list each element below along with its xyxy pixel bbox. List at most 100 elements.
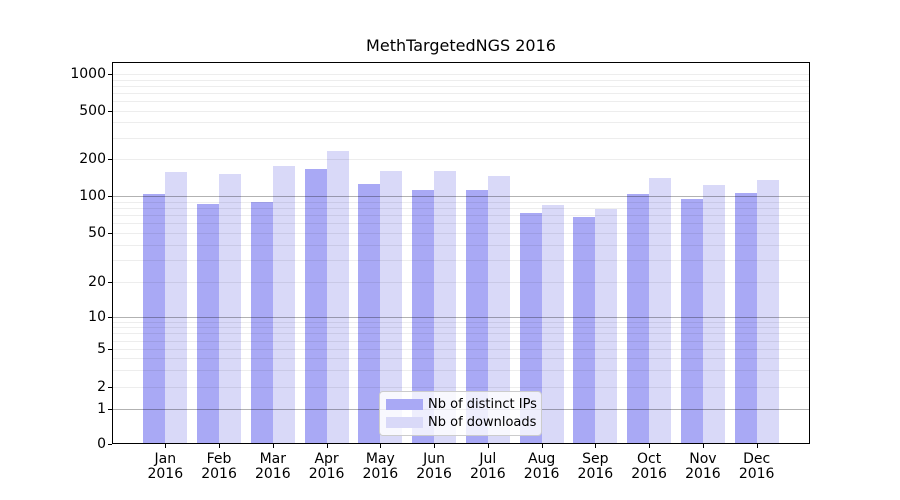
grid-line-minor — [112, 92, 810, 94]
x-axis-tick-mark — [541, 444, 543, 448]
x-axis-tick-label: Jun 2016 — [402, 452, 466, 482]
grid-line-minor — [112, 260, 810, 262]
grid-line-minor — [112, 159, 810, 160]
bar-downloads-feb — [219, 173, 242, 444]
x-axis-tick-month: Oct — [637, 451, 662, 467]
bar-ips-feb — [197, 204, 220, 444]
x-axis-tick-month: Aug — [527, 451, 556, 467]
x-axis-tick-year: 2016 — [254, 466, 291, 482]
grid-line-minor — [112, 79, 810, 81]
x-axis-tick-label: Dec 2016 — [725, 452, 789, 482]
y-axis-tick-mark — [108, 409, 112, 410]
y-axis-tick-mark — [108, 317, 112, 318]
grid-line-major — [112, 196, 810, 197]
bar-ips-nov — [680, 199, 703, 444]
bar-downloads-nov — [702, 184, 725, 444]
x-axis-tick-year: 2016 — [147, 466, 184, 482]
y-axis-tick-mark — [108, 281, 112, 283]
bar-ips-jun — [412, 190, 435, 444]
bar-downloads-mar — [272, 165, 295, 444]
grid-line-minor — [112, 358, 810, 360]
x-axis-tick-label: Mar 2016 — [241, 452, 305, 482]
grid-line-minor — [112, 100, 810, 102]
grid-line-major — [112, 317, 810, 318]
bar-ips-may — [358, 184, 381, 444]
legend: Nb of distinct IPs Nb of downloads — [379, 391, 542, 436]
x-axis-tick-year: 2016 — [738, 466, 775, 482]
grid-line-minor — [112, 244, 810, 246]
y-axis-tick-mark — [108, 233, 112, 234]
legend-swatch-ips — [386, 399, 423, 410]
y-axis-tick-mark — [108, 444, 112, 445]
bar-downloads-apr — [326, 151, 349, 444]
y-axis-tick-mark — [108, 196, 112, 197]
x-axis-tick-month: May — [365, 451, 395, 467]
x-axis-tick-year: 2016 — [470, 466, 506, 482]
grid-line-minor — [112, 85, 810, 87]
y-axis-tick-mark — [108, 349, 112, 350]
x-axis-tick-label: Sep 2016 — [563, 452, 627, 482]
y-axis-tick-label: 0 — [97, 436, 106, 452]
grid-line-minor — [112, 333, 810, 335]
x-axis-tick-mark — [756, 444, 758, 448]
y-axis-tick-label: 100 — [79, 188, 106, 204]
bar-ips-jan — [143, 193, 166, 444]
bar-ips-sep — [573, 217, 596, 444]
x-axis-tick-label: Feb 2016 — [187, 452, 251, 482]
x-axis-tick-month: Jan — [154, 451, 177, 467]
y-axis-tick-label: 20 — [88, 273, 106, 290]
y-axis-tick-label: 2 — [97, 378, 106, 395]
bar-downloads-jun — [434, 171, 457, 444]
bar-ips-aug — [519, 212, 542, 444]
grid-line-minor — [112, 223, 810, 225]
grid-line-minor — [112, 321, 810, 323]
y-axis-tick-mark — [108, 110, 112, 112]
legend-entry: Nb of distinct IPs — [386, 396, 537, 414]
bar-ips-mar — [250, 201, 273, 444]
x-axis-tick-label: Jul 2016 — [456, 452, 520, 482]
bar-ips-apr — [304, 169, 327, 444]
grid-line-minor — [112, 74, 810, 75]
bar-downloads-may — [380, 170, 403, 444]
x-axis-tick-mark — [595, 444, 597, 448]
grid-line-minor — [112, 281, 810, 283]
x-axis-tick-year: 2016 — [416, 466, 452, 482]
grid-line-minor — [112, 386, 810, 388]
x-axis-tick-month: Sep — [582, 451, 609, 467]
y-axis-tick-label: 500 — [79, 102, 106, 119]
legend-swatch-downloads — [386, 417, 423, 428]
bar-ips-dec — [734, 193, 757, 444]
plot-area — [112, 62, 810, 444]
x-axis-tick-month: Jul — [479, 451, 497, 467]
bar-downloads-jul — [487, 176, 510, 444]
x-axis-tick-mark — [380, 444, 382, 448]
x-axis-tick-mark — [219, 444, 221, 448]
x-axis-tick-label: Apr 2016 — [295, 452, 359, 482]
legend-entry: Nb of downloads — [386, 414, 536, 432]
x-axis-tick-label: Nov 2016 — [671, 452, 735, 482]
x-axis-tick-mark — [649, 444, 651, 448]
y-axis-tick-mark — [108, 74, 112, 75]
y-axis-tick-label: 10 — [88, 309, 106, 325]
bar-ips-oct — [627, 194, 650, 444]
x-axis-tick-year: 2016 — [201, 466, 237, 482]
bar-downloads-dec — [756, 179, 779, 444]
bar-ips-jul — [465, 190, 488, 444]
y-axis-tick-mark — [108, 386, 112, 388]
bar-downloads-aug — [541, 204, 564, 444]
x-axis-tick-mark — [487, 444, 489, 448]
grid-line-minor — [112, 215, 810, 217]
x-axis-tick-label: Aug 2016 — [510, 452, 574, 482]
grid-line-minor — [112, 369, 810, 371]
x-axis-tick-label: Jan 2016 — [133, 452, 197, 482]
x-axis-tick-month: Dec — [743, 451, 771, 467]
grid-line-minor — [112, 233, 810, 234]
y-axis-tick-label: 5 — [97, 341, 106, 357]
grid-line-minor — [112, 110, 810, 112]
x-axis-tick-month: Jun — [423, 451, 446, 467]
y-axis-tick-label: 1000 — [70, 66, 106, 82]
bar-downloads-sep — [595, 208, 618, 444]
grid-line-minor — [112, 340, 810, 342]
y-axis-tick-label: 50 — [88, 225, 106, 241]
x-axis-tick-month: Apr — [314, 451, 339, 467]
